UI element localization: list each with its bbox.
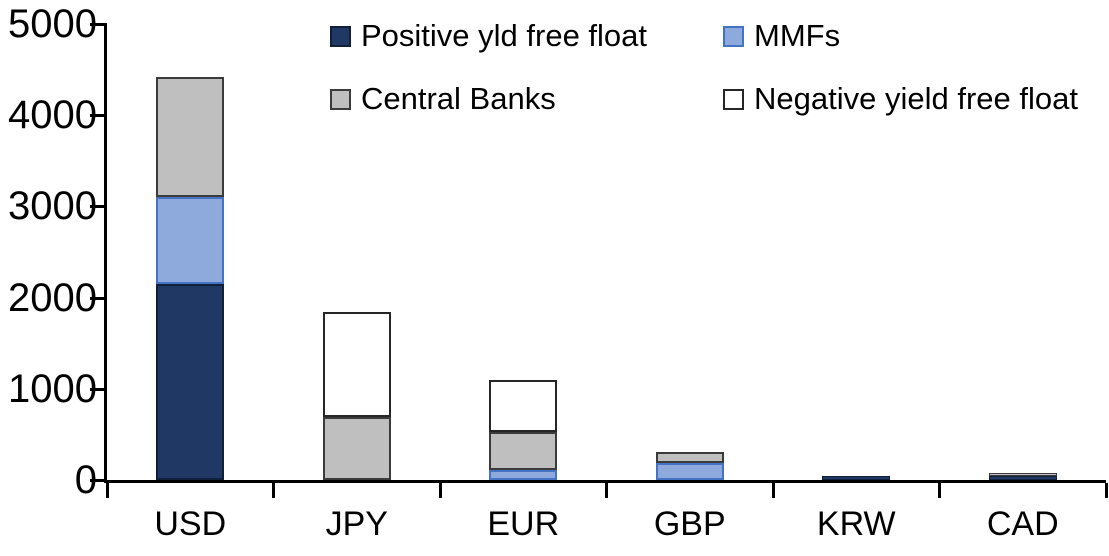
- bar-segment-jpy-central-banks: [322, 417, 391, 480]
- x-axis-line: [104, 480, 1106, 483]
- x-axis-tick: [105, 483, 109, 498]
- bar-segment-usd-central-banks: [156, 77, 225, 197]
- bar-segment-usd-positive-yld-free-float: [156, 284, 225, 480]
- legend-label-central-banks: Central Banks: [361, 81, 556, 116]
- x-axis-category-label: CAD: [986, 505, 1059, 543]
- bar-segment-gbp-central-banks: [655, 452, 724, 463]
- bar-segment-cad-positive-yld-free-float: [988, 476, 1057, 480]
- y-axis-tick-label: 4000: [8, 93, 97, 138]
- legend-item-mmfs: MMFs: [723, 14, 840, 58]
- x-axis-tick: [605, 483, 608, 498]
- y-axis-tick-label: 2000: [8, 275, 97, 320]
- x-axis-category-label: EUR: [487, 505, 560, 543]
- bar-segment-jpy-negative-yield-free-float: [322, 312, 391, 417]
- bar-segment-eur-negative-yield-free-float: [489, 380, 558, 432]
- y-axis-tick: [90, 23, 107, 26]
- legend-item-negative-yield-free-float: Negative yield free float: [723, 77, 1078, 121]
- x-axis-tick: [1104, 483, 1108, 498]
- bar-segment-eur-central-banks: [489, 432, 558, 470]
- legend-label-negative-yield-free-float: Negative yield free float: [754, 81, 1078, 116]
- legend-label-mmfs: MMFs: [754, 18, 841, 53]
- y-axis-tick-label: 3000: [8, 184, 97, 229]
- legend-swatch-negative-yield-free-float: [723, 88, 744, 110]
- y-axis-tick-label: 5000: [8, 2, 97, 46]
- y-axis-tick-label: 1000: [8, 366, 97, 411]
- legend-swatch-positive-yld-free-float: [330, 25, 351, 47]
- y-axis-tick: [90, 296, 107, 300]
- x-axis-category-label: GBP: [653, 505, 726, 543]
- x-axis-tick: [938, 483, 941, 498]
- x-axis-tick: [438, 483, 442, 498]
- legend-item-central-banks: Central Banks: [330, 77, 556, 121]
- bar-segment-eur-mmfs: [489, 470, 558, 480]
- bar-segment-gbp-mmfs: [655, 463, 724, 480]
- bar-segment-usd-mmfs: [156, 197, 225, 284]
- x-axis-category-label: KRW: [816, 505, 896, 543]
- x-axis-tick: [771, 483, 775, 498]
- x-axis-category-label: JPY: [325, 505, 388, 543]
- legend-item-positive-yld-free-float: Positive yld free float: [330, 14, 647, 58]
- legend-swatch-mmfs: [723, 25, 744, 47]
- bar-segment-cad-central-banks: [988, 473, 1057, 476]
- bar-segment-krw-positive-yld-free-float: [822, 476, 891, 480]
- y-axis-tick: [90, 205, 107, 209]
- legend-label-positive-yld-free-float: Positive yld free float: [361, 18, 648, 53]
- y-axis-tick-label: 0: [74, 458, 97, 502]
- y-axis-tick: [90, 479, 107, 482]
- legend-swatch-central-banks: [330, 88, 351, 110]
- y-axis-tick: [90, 114, 107, 118]
- x-axis-tick: [272, 483, 275, 498]
- y-axis-tick: [90, 387, 107, 391]
- x-axis-category-label: USD: [154, 505, 227, 543]
- y-axis-line: [104, 24, 107, 483]
